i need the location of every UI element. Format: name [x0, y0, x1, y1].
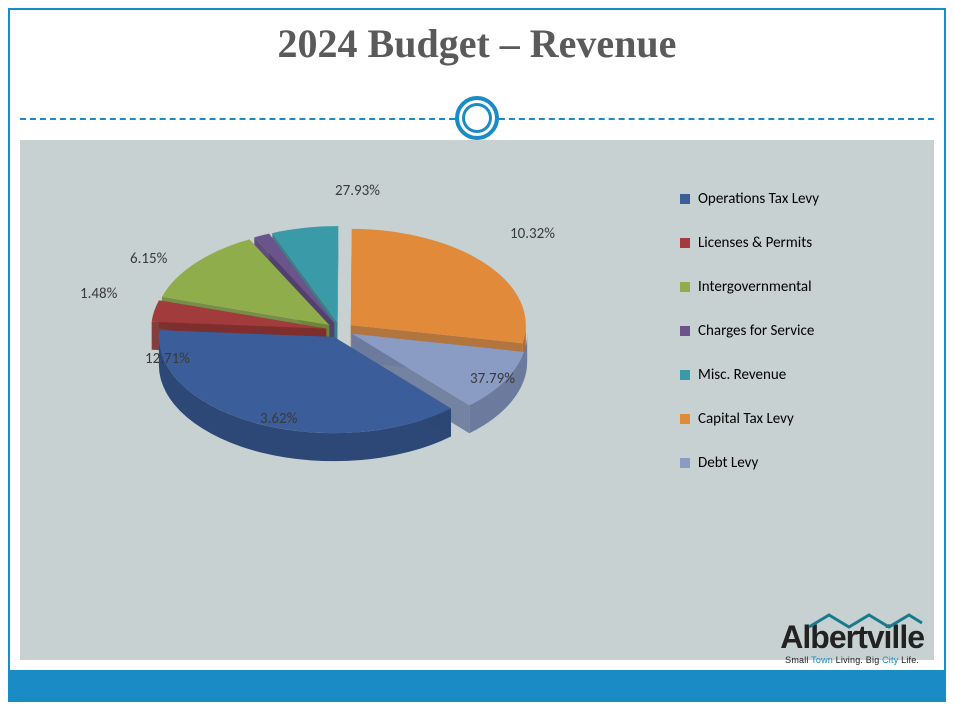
legend-item: Misc. Revenue — [680, 366, 819, 384]
legend-label: Misc. Revenue — [698, 366, 786, 384]
legend-label: Debt Levy — [698, 454, 758, 472]
legend-item: Intergovernmental — [680, 278, 819, 296]
legend-label: Capital Tax Levy — [698, 410, 794, 428]
tagline-teal1: Town — [811, 655, 833, 665]
tagline-teal2: City — [882, 655, 898, 665]
legend-swatch — [680, 370, 690, 380]
logo: Albertville Small Town Living. Big City … — [780, 621, 924, 665]
legend-swatch — [680, 194, 690, 204]
legend-item: Debt Levy — [680, 454, 819, 472]
slice-percent-label: 1.48% — [80, 285, 117, 303]
legend-item: Capital Tax Levy — [680, 410, 819, 428]
legend-item: Charges for Service — [680, 322, 819, 340]
pie-slice-top — [351, 229, 526, 343]
legend-swatch — [680, 282, 690, 292]
tagline-mid: Living. Big — [833, 655, 882, 665]
slice-percent-label: 6.15% — [130, 250, 167, 268]
legend-item: Licenses & Permits — [680, 234, 819, 252]
legend-swatch — [680, 238, 690, 248]
legend-label: Intergovernmental — [698, 278, 812, 296]
legend-swatch — [680, 414, 690, 424]
slice-percent-label: 12.71% — [145, 350, 190, 368]
slice-percent-label: 27.93% — [335, 182, 380, 200]
slice-percent-label: 10.32% — [510, 225, 555, 243]
legend-swatch — [680, 326, 690, 336]
legend-label: Charges for Service — [698, 322, 814, 340]
legend-item: Operations Tax Levy — [680, 190, 819, 208]
tagline-post: Life. — [898, 655, 919, 665]
bottom-bar — [10, 670, 944, 700]
slice-percent-label: 37.79% — [470, 370, 515, 388]
legend-label: Operations Tax Levy — [698, 190, 819, 208]
slice-percent-label: 3.62% — [260, 410, 297, 428]
legend-swatch — [680, 458, 690, 468]
tagline-pre: Small — [785, 655, 811, 665]
logo-tagline: Small Town Living. Big City Life. — [780, 655, 924, 665]
legend: Operations Tax Levy Licenses & Permits Int… — [680, 190, 819, 498]
logo-roof-icon — [804, 609, 924, 629]
legend-label: Licenses & Permits — [698, 234, 812, 252]
